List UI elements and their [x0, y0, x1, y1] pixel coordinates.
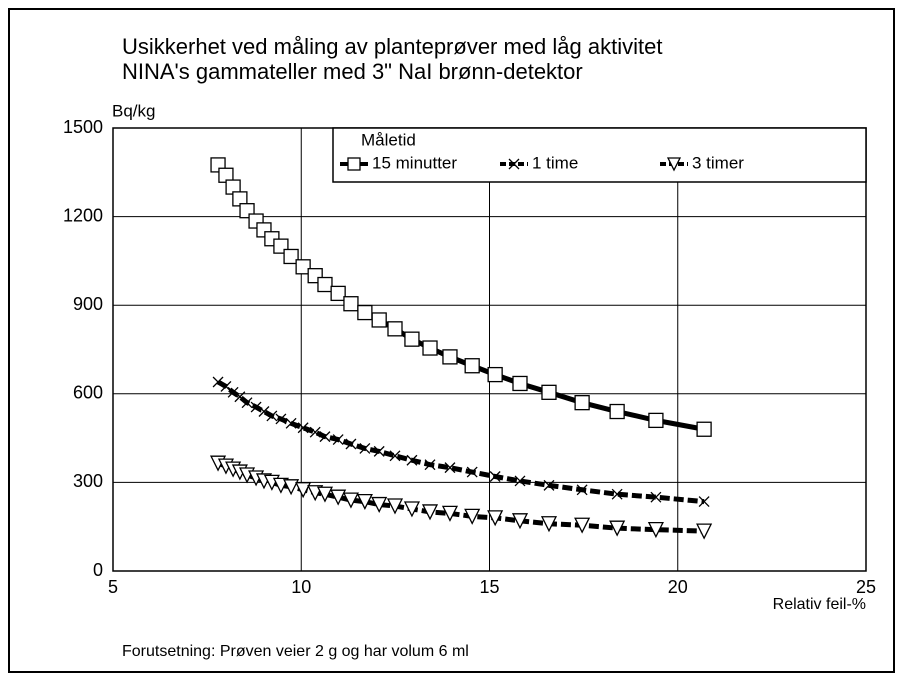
marker — [347, 157, 361, 171]
marker — [574, 517, 591, 534]
frame — [8, 8, 895, 673]
marker — [275, 413, 287, 425]
y-tick-label: 1500 — [63, 117, 103, 137]
marker — [441, 505, 459, 522]
marker — [464, 358, 480, 374]
marker — [666, 157, 682, 172]
legend-label: 15 minutter — [372, 153, 457, 172]
marker — [648, 412, 664, 429]
marker — [466, 466, 478, 478]
legend-label: 1 time — [532, 153, 578, 172]
marker — [540, 516, 558, 533]
marker — [508, 158, 520, 170]
marker — [422, 340, 438, 356]
marker — [541, 384, 557, 400]
marker — [283, 479, 300, 496]
marker — [330, 489, 347, 506]
marker — [316, 486, 334, 503]
marker — [389, 450, 401, 462]
marker — [357, 304, 373, 321]
marker — [698, 496, 710, 508]
marker — [574, 395, 590, 411]
marker — [424, 459, 436, 471]
marker — [297, 422, 309, 434]
legend-label: 3 timer — [692, 153, 744, 172]
marker — [220, 380, 232, 392]
marker — [356, 493, 373, 511]
marker — [359, 442, 371, 454]
y-axis-label: Bq/kg — [112, 101, 155, 120]
marker — [371, 496, 388, 514]
marker — [295, 259, 311, 275]
x-tick-label: 10 — [291, 577, 311, 597]
marker — [514, 475, 526, 487]
marker — [386, 498, 404, 515]
marker — [696, 421, 712, 437]
x-tick-label: 5 — [108, 577, 118, 597]
marker — [406, 454, 418, 466]
series-line — [216, 163, 705, 432]
y-tick-label: 600 — [73, 383, 103, 403]
x-axis-label: Relativ feil-% — [773, 596, 866, 613]
y-tick-label: 300 — [73, 471, 103, 491]
footnote: Forutsetning: Prøven veier 2 g og har vo… — [122, 643, 469, 660]
chart-subtitle: NINA's gammateller med 3" NaI brønn-dete… — [122, 59, 583, 84]
chart-title: Usikkerhet ved måling av planteprøver me… — [122, 34, 662, 59]
marker — [609, 520, 626, 537]
marker — [609, 403, 625, 420]
y-tick-label: 900 — [73, 294, 103, 314]
marker — [650, 491, 662, 503]
legend-box — [332, 127, 867, 183]
marker — [403, 501, 420, 518]
legend-title: Måletid — [361, 130, 416, 149]
marker — [345, 438, 357, 450]
marker — [332, 434, 344, 446]
marker — [373, 445, 385, 457]
marker — [464, 508, 481, 525]
marker — [227, 386, 239, 398]
marker — [285, 417, 297, 429]
marker — [444, 462, 456, 474]
marker — [266, 410, 278, 422]
y-tick-label: 0 — [93, 560, 103, 580]
marker — [512, 375, 528, 392]
marker — [241, 397, 253, 409]
marker — [234, 391, 246, 403]
marker — [387, 321, 403, 337]
marker — [647, 522, 664, 539]
marker — [487, 510, 504, 527]
marker — [442, 349, 458, 365]
marker — [576, 484, 588, 496]
marker — [309, 426, 321, 438]
marker — [212, 376, 224, 388]
marker — [421, 504, 439, 521]
marker — [319, 431, 331, 443]
x-tick-label: 25 — [856, 577, 876, 597]
marker — [343, 296, 359, 312]
marker — [543, 479, 555, 491]
marker — [696, 523, 713, 540]
marker — [371, 312, 387, 328]
marker — [611, 488, 623, 500]
marker — [489, 471, 501, 482]
marker — [404, 331, 420, 347]
marker — [283, 248, 299, 265]
marker — [342, 492, 359, 509]
y-tick-label: 1200 — [63, 205, 103, 225]
marker — [295, 482, 312, 499]
x-tick-label: 15 — [479, 577, 499, 597]
marker — [258, 406, 270, 417]
x-tick-label: 20 — [668, 577, 688, 597]
marker — [511, 513, 529, 530]
marker — [317, 276, 333, 293]
series-line — [217, 460, 705, 534]
marker — [487, 366, 503, 383]
marker — [250, 401, 262, 413]
marker — [330, 285, 346, 302]
